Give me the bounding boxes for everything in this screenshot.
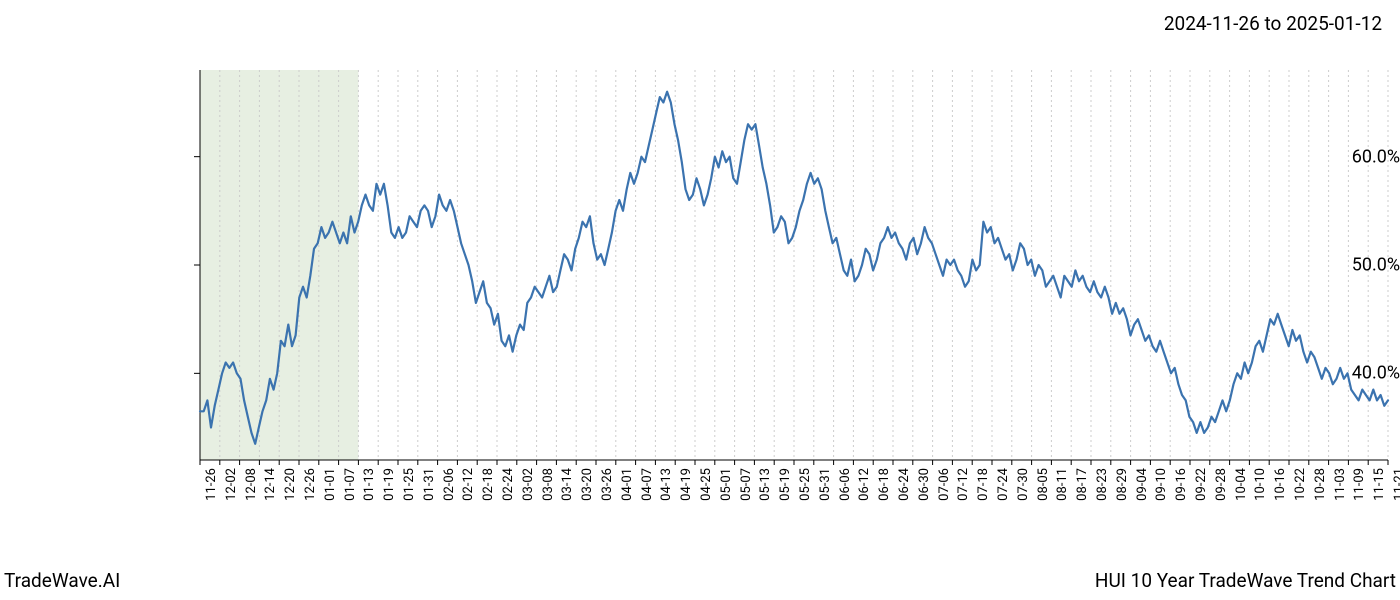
x-tick-label: 01-25: [402, 468, 417, 501]
x-tick-label: 08-23: [1095, 468, 1110, 501]
x-tick-label: 03-08: [541, 468, 556, 501]
x-tick-label: 11-03: [1333, 468, 1348, 501]
footer-title: HUI 10 Year TradeWave Trend Chart: [1095, 569, 1396, 592]
x-tick-label: 12-08: [244, 468, 259, 501]
y-tick-label: 50.0%: [1212, 255, 1400, 276]
x-tick-label: 07-18: [976, 468, 991, 501]
x-tick-label: 05-31: [818, 468, 833, 501]
x-tick-label: 12-14: [263, 468, 278, 501]
x-tick-label: 11-15: [1372, 468, 1387, 501]
x-tick-label: 11-21: [1392, 468, 1400, 501]
x-tick-label: 10-16: [1273, 468, 1288, 501]
x-tick-label: 05-13: [758, 468, 773, 501]
trend-chart: 40.0% 50.0% 60.0% 11-26 12-02 12-08 12-14 12-2…: [0, 50, 1400, 540]
date-range: 2024-11-26 to 2025-01-12: [1164, 12, 1382, 35]
x-tick-label: 01-31: [422, 468, 437, 501]
x-tick-label: 11-09: [1352, 468, 1367, 501]
x-tick-label: 10-28: [1313, 468, 1328, 501]
x-tick-label: 12-20: [283, 468, 298, 501]
x-tick-label: 04-19: [679, 468, 694, 501]
x-tick-label: 03-02: [521, 468, 536, 501]
x-tick-label: 08-11: [1055, 468, 1070, 501]
x-tick-label: 06-30: [917, 468, 932, 501]
x-tick-label: 02-06: [442, 468, 457, 501]
x-tick-label: 09-22: [1194, 468, 1209, 501]
x-tick-label: 08-17: [1075, 468, 1090, 501]
chart-svg: [0, 50, 1400, 540]
x-tick-label: 01-13: [362, 468, 377, 501]
x-tick-label: 04-07: [640, 468, 655, 501]
x-tick-label: 04-01: [620, 468, 635, 501]
x-tick-label: 08-29: [1115, 468, 1130, 501]
x-tick-label: 12-26: [303, 468, 318, 501]
x-tick-label: 05-07: [739, 468, 754, 501]
x-tick-label: 03-20: [580, 468, 595, 501]
x-tick-label: 08-05: [1036, 468, 1051, 501]
x-tick-label: 07-06: [937, 468, 952, 501]
x-tick-label: 09-04: [1135, 468, 1150, 501]
x-tick-label: 01-19: [382, 468, 397, 501]
x-tick-label: 05-19: [778, 468, 793, 501]
x-tick-label: 10-22: [1293, 468, 1308, 501]
y-tick-label: 40.0%: [1212, 363, 1400, 384]
x-tick-label: 11-26: [204, 468, 219, 501]
x-tick-label: 05-01: [719, 468, 734, 501]
x-tick-label: 06-24: [897, 468, 912, 501]
x-tick-label: 10-10: [1253, 468, 1268, 501]
x-tick-label: 06-12: [857, 468, 872, 501]
x-tick-label: 06-06: [838, 468, 853, 501]
x-tick-label: 04-13: [659, 468, 674, 501]
x-tick-label: 02-12: [461, 468, 476, 501]
x-tick-label: 06-18: [877, 468, 892, 501]
x-tick-label: 09-10: [1154, 468, 1169, 501]
x-tick-label: 01-01: [323, 468, 338, 501]
x-tick-label: 10-04: [1234, 468, 1249, 501]
x-tick-label: 05-25: [798, 468, 813, 501]
footer-brand: TradeWave.AI: [4, 569, 120, 592]
y-tick-label: 60.0%: [1212, 146, 1400, 167]
x-tick-label: 02-18: [481, 468, 496, 501]
x-tick-label: 01-07: [343, 468, 358, 501]
x-tick-label: 07-30: [1016, 468, 1031, 501]
x-tick-label: 09-16: [1174, 468, 1189, 501]
x-tick-label: 07-24: [996, 468, 1011, 501]
x-tick-label: 03-14: [560, 468, 575, 501]
x-tick-label: 02-24: [501, 468, 516, 501]
x-tick-label: 03-26: [600, 468, 615, 501]
x-tick-label: 12-02: [224, 468, 239, 501]
x-tick-label: 07-12: [956, 468, 971, 501]
x-tick-label: 09-28: [1214, 468, 1229, 501]
x-tick-label: 04-25: [699, 468, 714, 501]
